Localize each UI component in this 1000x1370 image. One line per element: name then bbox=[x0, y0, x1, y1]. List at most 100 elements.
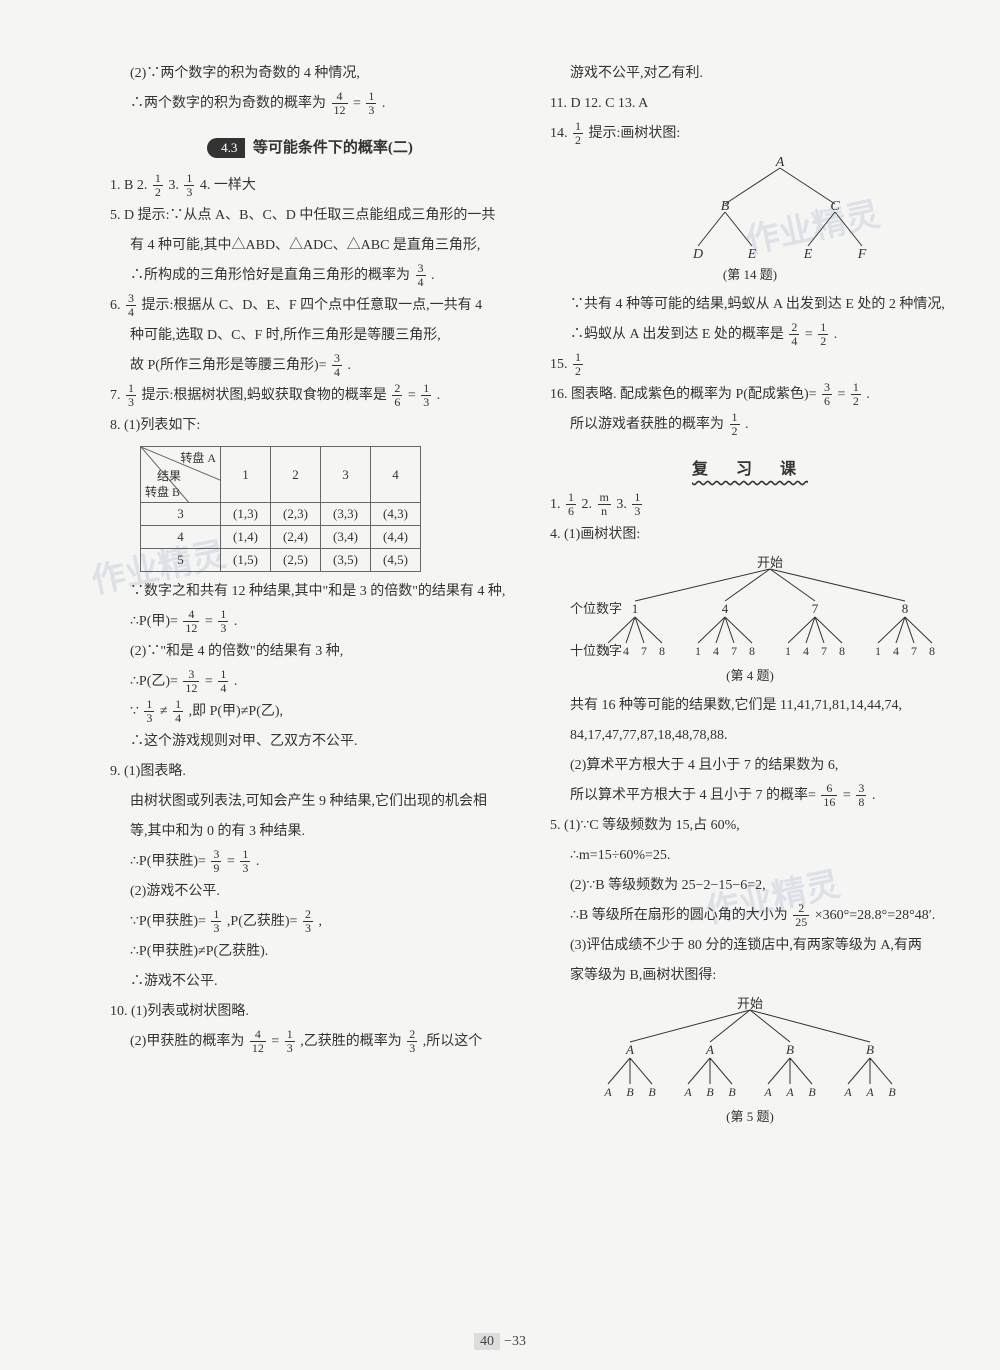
text: 5. D 提示:∵从点 A、B、C、D 中任取三点能组成三角形的一共 bbox=[110, 202, 510, 230]
text: (2)算术平方根大于 4 且小于 7 的结果数为 6, bbox=[550, 752, 950, 780]
text: (3)评估成绩不少于 80 分的连锁店中,有两家等级为 A,有两 bbox=[550, 932, 950, 960]
text: ∴m=15÷60%=25. bbox=[550, 842, 950, 870]
section-number: 4.3 bbox=[207, 138, 245, 158]
svg-text:8: 8 bbox=[749, 644, 755, 658]
svg-text:B: B bbox=[786, 1042, 794, 1057]
svg-text:8: 8 bbox=[902, 601, 909, 616]
svg-text:4: 4 bbox=[713, 644, 719, 658]
probability-table: 转盘 A 结果 转盘 B 1 2 3 4 3(1,3)(2,3)(3,3)(4,… bbox=[140, 446, 421, 572]
text: (2)∵B 等级频数为 25−2−15−6=2, bbox=[550, 872, 950, 900]
svg-text:4: 4 bbox=[623, 644, 629, 658]
text: ∴P(乙)= 312 = 14 . bbox=[110, 668, 510, 696]
tree-diagram-4: 开始 个位数字 十位数字 1478 1478147814781478 (第 4 … bbox=[550, 555, 950, 684]
svg-text:B: B bbox=[648, 1085, 656, 1099]
text: ∴这个游戏规则对甲、乙双方不公平. bbox=[110, 728, 510, 756]
svg-text:7: 7 bbox=[821, 644, 827, 658]
svg-text:开始: 开始 bbox=[737, 996, 763, 1011]
text: 4. (1)画树状图: bbox=[550, 521, 950, 549]
section-header: 4.3 等可能条件下的概率(二) bbox=[110, 136, 510, 158]
text: ∴P(甲获胜)≠P(乙获胜). bbox=[110, 938, 510, 966]
review-heading: 复 习 课 bbox=[550, 455, 950, 479]
text: ∴蚂蚁从 A 出发到达 E 处的概率是 24 = 12 . bbox=[550, 321, 950, 349]
caption: (第 4 题) bbox=[550, 665, 950, 684]
text: 16. 图表略. 配成紫色的概率为 P(配成紫色)= 36 = 12 . bbox=[550, 381, 950, 409]
page-content: (2)∵两个数字的积为奇数的 4 种情况, ∴两个数字的积为奇数的概率为 412… bbox=[0, 0, 1000, 1163]
text: 6. 34 提示:根据从 C、D、E、F 四个点中任意取一点,一共有 4 bbox=[110, 292, 510, 320]
text: 9. (1)图表略. bbox=[110, 758, 510, 786]
text: 有 4 种可能,其中△ABD、△ADC、△ABC 是直角三角形, bbox=[110, 232, 510, 260]
svg-text:F: F bbox=[857, 247, 867, 262]
text: (2)甲获胜的概率为 412 = 13 ,乙获胜的概率为 23 ,所以这个 bbox=[110, 1028, 510, 1056]
text: 等,其中和为 0 的有 3 种结果. bbox=[110, 818, 510, 846]
svg-text:1: 1 bbox=[785, 644, 791, 658]
svg-text:A: A bbox=[785, 1085, 794, 1099]
svg-text:7: 7 bbox=[641, 644, 647, 658]
text: 家等级为 B,画树状图得: bbox=[550, 962, 950, 990]
text: 所以游戏者获胜的概率为 12 . bbox=[550, 411, 950, 439]
text: 种可能,选取 D、C、F 时,所作三角形是等腰三角形, bbox=[110, 322, 510, 350]
text: ∴游戏不公平. bbox=[110, 968, 510, 996]
svg-text:4: 4 bbox=[893, 644, 899, 658]
svg-text:8: 8 bbox=[929, 644, 935, 658]
svg-text:D: D bbox=[692, 247, 703, 262]
svg-text:A: A bbox=[625, 1042, 634, 1057]
svg-text:1: 1 bbox=[632, 601, 639, 616]
text: (2)游戏不公平. bbox=[110, 878, 510, 906]
text: ∵P(甲获胜)= 13 ,P(乙获胜)= 23 , bbox=[110, 908, 510, 936]
svg-text:B: B bbox=[888, 1085, 896, 1099]
text: 故 P(所作三角形是等腰三角形)= 34 . bbox=[110, 352, 510, 380]
caption: (第 14 题) bbox=[550, 264, 950, 283]
text: 5. (1)∵C 等级频数为 15,占 60%, bbox=[550, 812, 950, 840]
tree-diagram-5: 开始 AABB ABBABBAABAAB (第 5 题) bbox=[550, 996, 950, 1125]
svg-text:7: 7 bbox=[731, 644, 737, 658]
svg-text:8: 8 bbox=[839, 644, 845, 658]
svg-text:A: A bbox=[763, 1085, 772, 1099]
svg-text:1: 1 bbox=[695, 644, 701, 658]
text: 84,17,47,77,87,18,48,78,88. bbox=[550, 722, 950, 750]
text: ∵共有 4 种等可能的结果,蚂蚁从 A 出发到达 E 处的 2 种情况, bbox=[550, 291, 950, 319]
svg-text:A: A bbox=[775, 155, 785, 170]
text: ∵ 13 ≠ 14 ,即 P(甲)≠P(乙), bbox=[110, 698, 510, 726]
text: 15. 12 bbox=[550, 351, 950, 379]
section-title: 等可能条件下的概率(二) bbox=[253, 136, 413, 157]
svg-text:8: 8 bbox=[659, 644, 665, 658]
text: ∴B 等级所在扇形的圆心角的大小为 225 ×360°=28.8°=28°48′… bbox=[550, 902, 950, 930]
svg-text:B: B bbox=[866, 1042, 874, 1057]
text: 7. 13 提示:根据树状图,蚂蚁获取食物的概率是 26 = 13 . bbox=[110, 382, 510, 410]
svg-text:A: A bbox=[683, 1085, 692, 1099]
svg-text:A: A bbox=[603, 1085, 612, 1099]
page-number: 40−33 bbox=[0, 1334, 1000, 1350]
text: 10. (1)列表或树状图略. bbox=[110, 998, 510, 1026]
left-column: (2)∵两个数字的积为奇数的 4 种情况, ∴两个数字的积为奇数的概率为 412… bbox=[110, 60, 510, 1133]
text: ∵数字之和共有 12 种结果,其中"和是 3 的倍数"的结果有 4 种, bbox=[110, 578, 510, 606]
svg-text:B: B bbox=[728, 1085, 736, 1099]
svg-text:个位数字: 个位数字 bbox=[570, 601, 622, 616]
text: ∴P(甲获胜)= 39 = 13 . bbox=[110, 848, 510, 876]
tree-diagram-14: A B C D E E F (第 14 题) bbox=[550, 154, 950, 283]
svg-text:7: 7 bbox=[911, 644, 917, 658]
svg-text:1: 1 bbox=[875, 644, 881, 658]
text: ∴所构成的三角形恰好是直角三角形的概率为 34 . bbox=[110, 262, 510, 290]
text: ∴P(甲)= 412 = 13 . bbox=[110, 608, 510, 636]
svg-text:B: B bbox=[626, 1085, 634, 1099]
text: 14. 12 提示:画树状图: bbox=[550, 120, 950, 148]
text: (2)∵"和是 4 的倍数"的结果有 3 种, bbox=[110, 638, 510, 666]
text: 所以算术平方根大于 4 且小于 7 的概率= 616 = 38 . bbox=[550, 782, 950, 810]
text: 共有 16 种等可能的结果数,它们是 11,41,71,81,14,44,74, bbox=[550, 692, 950, 720]
svg-text:十位数字: 十位数字 bbox=[570, 643, 622, 658]
text: 11. D 12. C 13. A bbox=[550, 90, 950, 118]
svg-text:开始: 开始 bbox=[757, 555, 783, 570]
text: ∴两个数字的积为奇数的概率为 412 = 13 . bbox=[110, 90, 510, 118]
text: 由树状图或列表法,可知会产生 9 种结果,它们出现的机会相 bbox=[110, 788, 510, 816]
text: 1. B 2. 12 3. 13 4. 一样大 bbox=[110, 172, 510, 200]
svg-text:A: A bbox=[705, 1042, 714, 1057]
svg-text:7: 7 bbox=[812, 601, 819, 616]
text: 1. 16 2. mn 3. 13 bbox=[550, 491, 950, 519]
caption: (第 5 题) bbox=[550, 1106, 950, 1125]
svg-text:1: 1 bbox=[605, 644, 611, 658]
svg-text:E: E bbox=[803, 247, 813, 262]
svg-text:4: 4 bbox=[722, 601, 729, 616]
svg-text:A: A bbox=[843, 1085, 852, 1099]
text: 游戏不公平,对乙有利. bbox=[550, 60, 950, 88]
svg-text:4: 4 bbox=[803, 644, 809, 658]
